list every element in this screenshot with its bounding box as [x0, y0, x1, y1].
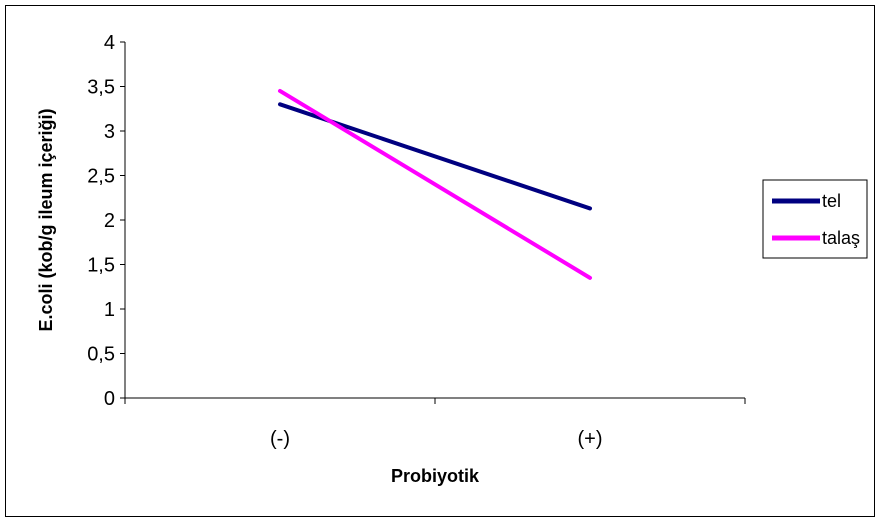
legend-label: tel: [822, 191, 841, 211]
y-ticks: 0 0,5 1 1,5 2 2,5 3 3,5 4: [87, 32, 125, 410]
x-tick-label: (-): [270, 428, 290, 450]
y-axis-title: E.coli (kob/g ileum içeriği): [36, 108, 56, 331]
x-tick-label: (+): [578, 428, 603, 450]
y-tick-label: 2,5: [87, 166, 115, 188]
legend-items: tel talaş: [772, 191, 860, 248]
series-line-talas: [278, 88, 592, 280]
x-ticks: (-) (+): [124, 398, 746, 450]
y-tick-label: 3,5: [87, 77, 115, 99]
y-tick-label: 0: [104, 388, 115, 410]
y-tick-label: 4: [104, 32, 115, 54]
x-axis-title: Probiyotik: [391, 466, 480, 486]
legend-label: talaş: [822, 228, 860, 248]
y-tick-label: 1,5: [87, 255, 115, 277]
y-tick-label: 3: [104, 121, 115, 143]
y-tick-label: 2: [104, 210, 115, 232]
legend-box: [762, 179, 868, 259]
y-tick-label: 0,5: [87, 344, 115, 366]
legend: tel talaş: [762, 179, 868, 259]
chart-frame: [5, 5, 875, 517]
series-lines: [278, 88, 592, 280]
y-tick-label: 1: [104, 299, 115, 321]
